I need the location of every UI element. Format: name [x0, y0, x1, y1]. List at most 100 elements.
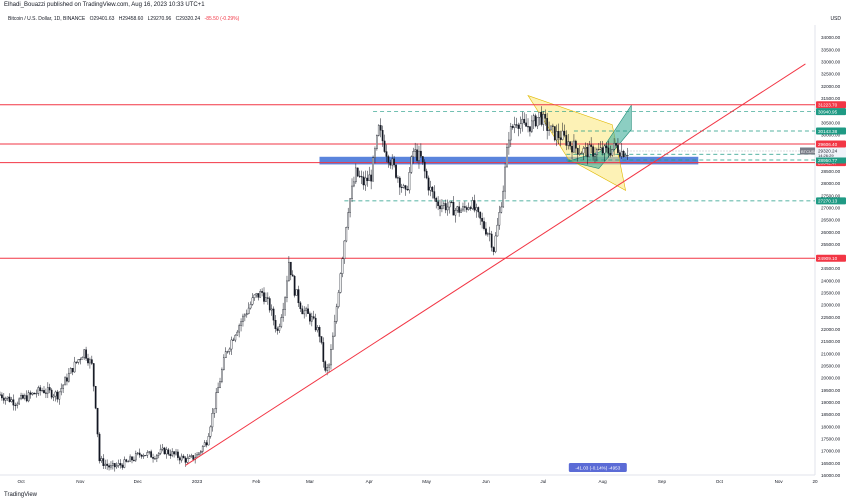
candle-body	[41, 390, 43, 392]
candle-body	[607, 147, 610, 154]
y-tick-label: 23000.00	[821, 303, 841, 308]
publisher-line: Elhadi_Bouazzi published on TradingView.…	[4, 2, 205, 8]
candle-body	[309, 313, 311, 322]
candle-body	[276, 328, 279, 331]
candle-body	[550, 125, 552, 131]
candle-body	[421, 156, 424, 163]
candle-body	[395, 164, 397, 178]
candle-body	[465, 207, 468, 210]
low-value: L29270.96	[147, 16, 172, 22]
candle-body	[224, 351, 227, 359]
candle-body	[578, 152, 581, 155]
candle-body	[398, 177, 401, 188]
candle-body	[6, 396, 9, 399]
candle-body	[62, 384, 65, 389]
candle-body	[485, 228, 487, 235]
candle-body	[92, 363, 95, 387]
x-tick-label: Jul	[540, 479, 546, 484]
candle-body	[173, 451, 175, 455]
candle-body	[31, 392, 34, 395]
symbol-title[interactable]: Bitcoin / U.S. Dollar, 1D, BINANCE	[8, 16, 86, 22]
candle-body	[169, 453, 172, 456]
candle-body	[79, 359, 82, 361]
candle-body	[360, 176, 363, 178]
candle-body	[75, 361, 78, 363]
candle-body	[268, 298, 271, 311]
candle-body	[312, 316, 315, 319]
dashed-price-tag: 28950.77	[818, 158, 838, 163]
candle-body	[301, 308, 304, 315]
level-price-tag-bg	[816, 101, 846, 109]
candle-body	[140, 454, 143, 457]
candle-body	[207, 436, 210, 446]
candle-body	[134, 453, 137, 461]
candle-body	[201, 446, 204, 452]
y-tick-label: 27000.00	[821, 205, 841, 210]
candle-body	[498, 212, 501, 226]
candle-body	[441, 205, 443, 210]
candle-body	[236, 331, 239, 336]
candle-body	[144, 455, 147, 457]
candle-body	[393, 158, 395, 166]
candle-body	[58, 391, 61, 400]
dashed-price-tag-bg	[816, 197, 846, 205]
candle-body	[397, 177, 399, 179]
candle-body	[530, 120, 533, 132]
candle-body	[0, 394, 1, 396]
candle-body	[98, 433, 101, 462]
close-value: C29320.24	[175, 16, 201, 22]
current-price-bg	[816, 147, 846, 158]
currency-label: USD	[830, 16, 841, 22]
candle-body	[389, 162, 392, 166]
candle-body	[362, 176, 365, 186]
candle-body	[148, 451, 151, 453]
candle-body	[354, 167, 357, 183]
candle-body	[100, 458, 103, 462]
candle-body	[527, 126, 529, 128]
candle-body	[404, 185, 407, 190]
candle-body	[387, 156, 390, 163]
candle-body	[251, 297, 254, 305]
candle-body	[303, 310, 306, 315]
x-tick-label: Oct	[716, 479, 724, 484]
candle-body	[597, 149, 600, 151]
candle-body	[596, 149, 598, 155]
candle-body	[626, 155, 629, 157]
y-tick-label: 33000.00	[821, 59, 841, 64]
candle-body	[136, 452, 139, 454]
candle-body	[364, 177, 367, 186]
candle-body	[521, 118, 524, 125]
candle-body	[263, 292, 265, 302]
candle-body	[492, 247, 495, 252]
candle-body	[423, 161, 426, 172]
candle-body	[544, 114, 547, 119]
candle-body	[383, 140, 386, 152]
candle-body	[249, 304, 252, 309]
x-tick-label: 2023	[192, 479, 203, 484]
candle-body	[209, 426, 212, 437]
candle-body	[316, 327, 319, 331]
candle-body	[446, 206, 449, 211]
candle-body	[494, 235, 497, 252]
candle-body	[427, 177, 430, 191]
candle-body	[477, 207, 480, 213]
candle-body	[376, 135, 378, 149]
candle-body	[561, 130, 564, 140]
candle-body	[154, 458, 156, 460]
candle-body	[341, 258, 344, 274]
candle-body	[582, 148, 585, 154]
candle-body	[624, 155, 627, 157]
candle-body	[87, 358, 89, 364]
candle-body	[534, 115, 537, 127]
candle-body	[343, 240, 346, 259]
candle-body	[234, 334, 237, 341]
candle-body	[594, 154, 596, 157]
x-tick-label: May	[422, 479, 431, 484]
candle-body	[265, 297, 267, 302]
candle-body	[39, 387, 42, 392]
candle-body	[121, 464, 124, 468]
candle-body	[605, 145, 608, 149]
candle-body	[299, 302, 302, 310]
candle-body	[356, 167, 359, 177]
